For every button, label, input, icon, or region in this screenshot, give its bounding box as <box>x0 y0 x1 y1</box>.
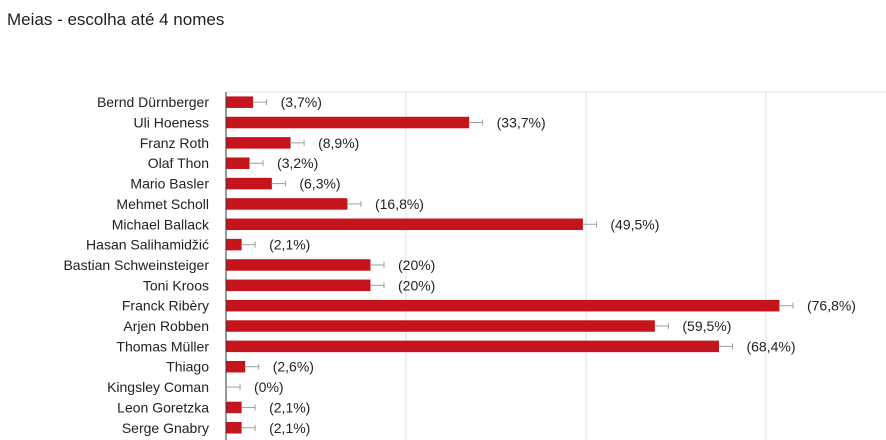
bar <box>226 340 719 353</box>
value-label: (2,1%) <box>269 420 310 436</box>
category-label: Mario Basler <box>130 176 209 192</box>
bar <box>226 259 371 271</box>
value-label: (76,8%) <box>807 298 856 314</box>
category-label: Franz Roth <box>140 135 209 151</box>
bar <box>226 422 242 434</box>
value-label: (33,7%) <box>497 115 546 131</box>
value-label: (20%) <box>398 257 435 273</box>
category-label: Toni Kroos <box>143 277 209 293</box>
value-label: (3,2%) <box>277 155 318 171</box>
bar <box>226 218 583 231</box>
bar <box>226 401 242 414</box>
value-label: (20%) <box>398 277 435 293</box>
value-label: (2,1%) <box>269 399 310 415</box>
bar-layer <box>226 96 794 434</box>
category-label: Leon Goretzka <box>117 399 209 415</box>
bar <box>226 320 655 332</box>
bar <box>226 137 291 149</box>
bar <box>226 279 371 292</box>
value-label: (16,8%) <box>375 196 424 212</box>
category-label: Thiago <box>166 359 209 375</box>
category-label: Thomas Müller <box>116 338 209 354</box>
bar <box>226 116 470 129</box>
bar <box>226 157 250 169</box>
value-label: (68,4%) <box>746 338 795 354</box>
value-label: (8,9%) <box>318 135 359 151</box>
category-label: Kingsley Coman <box>107 379 209 395</box>
chart-title: Meias - escolha até 4 nomes <box>7 10 225 29</box>
category-label: Olaf Thon <box>148 155 209 171</box>
bar <box>226 238 242 251</box>
category-label: Serge Gnabry <box>122 420 209 436</box>
value-label: (49,5%) <box>610 216 659 232</box>
category-label: Bernd Dürnberger <box>97 94 209 110</box>
value-label: (2,1%) <box>269 237 310 253</box>
label-layer: Bernd Dürnberger (3,7%) Uli Hoeness (33,7%)… <box>63 94 856 436</box>
category-label: Uli Hoeness <box>134 115 209 131</box>
value-label: (3,7%) <box>281 94 322 110</box>
category-label: Franck Ribèry <box>122 298 209 314</box>
bar <box>226 299 780 312</box>
bar <box>226 198 348 210</box>
value-label: (6,3%) <box>299 176 340 192</box>
grid-layer <box>225 91 886 440</box>
category-label: Hasan Salihamidžić <box>86 237 209 253</box>
category-label: Bastian Schweinsteiger <box>63 257 209 273</box>
bar <box>226 177 272 190</box>
category-label: Mehmet Scholl <box>116 196 209 212</box>
value-label: (0%) <box>254 379 284 395</box>
value-label: (2,6%) <box>273 359 314 375</box>
value-label: (59,5%) <box>682 318 731 334</box>
bar <box>226 360 246 373</box>
category-label: Arjen Robben <box>123 318 209 334</box>
bar <box>226 96 254 108</box>
category-label: Michael Ballack <box>112 216 210 232</box>
